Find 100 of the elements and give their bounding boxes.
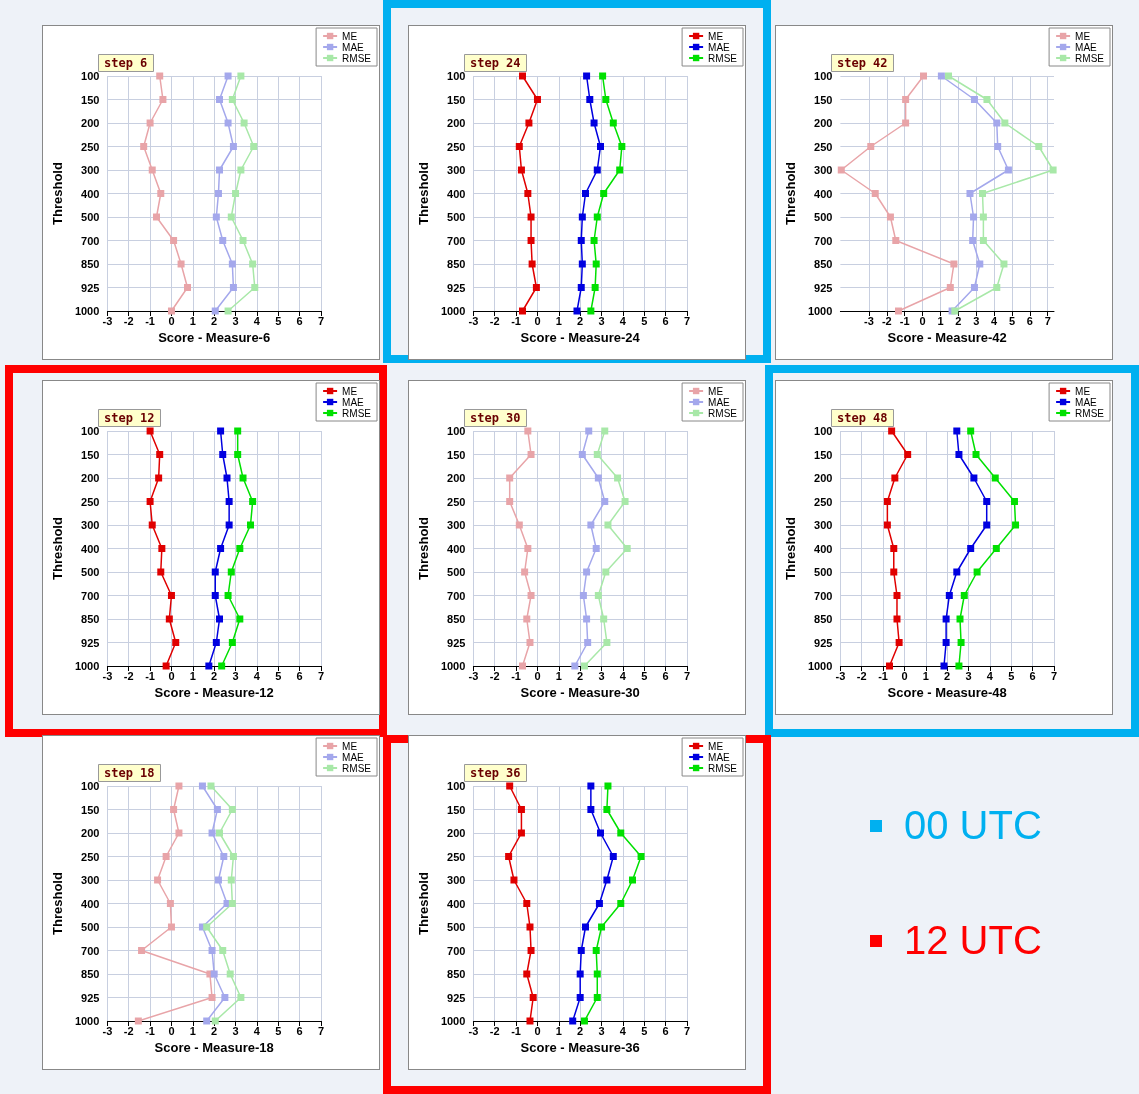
x-tick-label: 6 (296, 1024, 303, 1037)
point (587, 307, 595, 315)
y-tick-label: 100 (447, 780, 466, 792)
point (883, 498, 891, 505)
point (228, 96, 236, 103)
x-tick-label: 0 (168, 314, 175, 327)
y-tick-label: 1000 (74, 1015, 100, 1027)
y-tick-label: 1000 (807, 305, 833, 317)
x-tick-label: 5 (275, 669, 282, 682)
x-tick-label: 0 (534, 314, 541, 327)
y-tick-label: 250 (81, 495, 100, 508)
x-tick-label: -1 (511, 1024, 521, 1037)
point (212, 213, 220, 221)
x-tick-label: 5 (275, 1024, 282, 1037)
x-tick-label: 2 (944, 669, 951, 682)
point (226, 970, 234, 978)
point (211, 307, 219, 315)
y-tick-label: 850 (447, 258, 466, 270)
point (214, 190, 222, 197)
point (993, 284, 1001, 291)
x-tick-label: -3 (102, 1024, 113, 1037)
point (224, 72, 232, 80)
x-tick-label: 1 (189, 314, 196, 327)
y-tick-label: 100 (814, 70, 833, 82)
x-tick-label: 2 (211, 314, 218, 327)
point (595, 900, 603, 907)
point (969, 237, 977, 244)
y-tick-label: 200 (81, 827, 100, 839)
point (527, 947, 535, 954)
x-axis-title: Score - Measure-18 (154, 1040, 274, 1055)
y-tick-label: 400 (81, 542, 100, 555)
point (585, 427, 593, 435)
point (886, 213, 894, 221)
y-tick-label: 100 (814, 425, 833, 437)
point (521, 568, 529, 576)
point (578, 260, 586, 268)
legend-label: RMSE (342, 407, 372, 419)
point (156, 451, 164, 458)
y-tick-label: 100 (447, 425, 466, 437)
x-tick-label: 0 (534, 1024, 541, 1037)
point (165, 615, 173, 623)
point (154, 876, 162, 884)
point (519, 662, 527, 670)
x-tick-label: 6 (1026, 314, 1033, 327)
point (159, 96, 167, 103)
x-tick-label: -1 (878, 669, 888, 682)
point (983, 498, 991, 505)
y-tick-label: 300 (81, 874, 100, 886)
y-tick-label: 500 (814, 566, 833, 578)
point (940, 662, 948, 670)
x-axis-title: Score - Measure-6 (158, 330, 271, 345)
point (593, 970, 601, 978)
y-tick-label: 400 (447, 897, 466, 910)
point (249, 498, 257, 505)
point (519, 72, 527, 80)
point (203, 923, 211, 931)
y-tick-label: 850 (81, 258, 100, 270)
legend-label: MAE (1075, 396, 1098, 408)
point (527, 213, 535, 221)
point (517, 829, 525, 837)
point (902, 119, 910, 127)
point (591, 284, 599, 291)
y-tick-label: 700 (447, 234, 466, 247)
point (582, 190, 590, 197)
x-tick-label: 3 (232, 669, 239, 682)
x-tick-label: 1 (189, 1024, 196, 1037)
x-tick-label: 6 (296, 314, 303, 327)
y-axis-title: Threshold (50, 517, 65, 580)
x-tick-label: 4 (619, 669, 627, 682)
point (218, 662, 226, 670)
point (210, 970, 218, 978)
legend-label: MAE (1075, 41, 1098, 53)
point (517, 166, 525, 174)
y-axis-title: Threshold (50, 162, 65, 225)
point (237, 72, 245, 80)
point (614, 474, 622, 482)
point (604, 782, 612, 790)
point (957, 639, 965, 646)
point (251, 284, 259, 291)
point (532, 284, 540, 291)
point (867, 143, 875, 150)
x-tick-label: 3 (973, 314, 980, 327)
point (239, 237, 247, 244)
y-tick-label: 200 (447, 117, 466, 129)
y-tick-label: 500 (81, 566, 100, 578)
point (1049, 166, 1057, 174)
legend-label: RMSE (708, 52, 738, 64)
point (893, 592, 901, 599)
y-tick-label: 300 (447, 164, 466, 176)
point (234, 427, 242, 435)
point (198, 782, 206, 790)
y-tick-label: 200 (81, 472, 100, 484)
legend-label: ME (342, 385, 358, 397)
y-tick-label: 925 (447, 281, 466, 294)
y-tick-label: 300 (447, 874, 466, 886)
point (228, 639, 236, 646)
point (594, 592, 602, 599)
point (528, 260, 536, 268)
point (172, 639, 180, 646)
point (1010, 498, 1018, 505)
